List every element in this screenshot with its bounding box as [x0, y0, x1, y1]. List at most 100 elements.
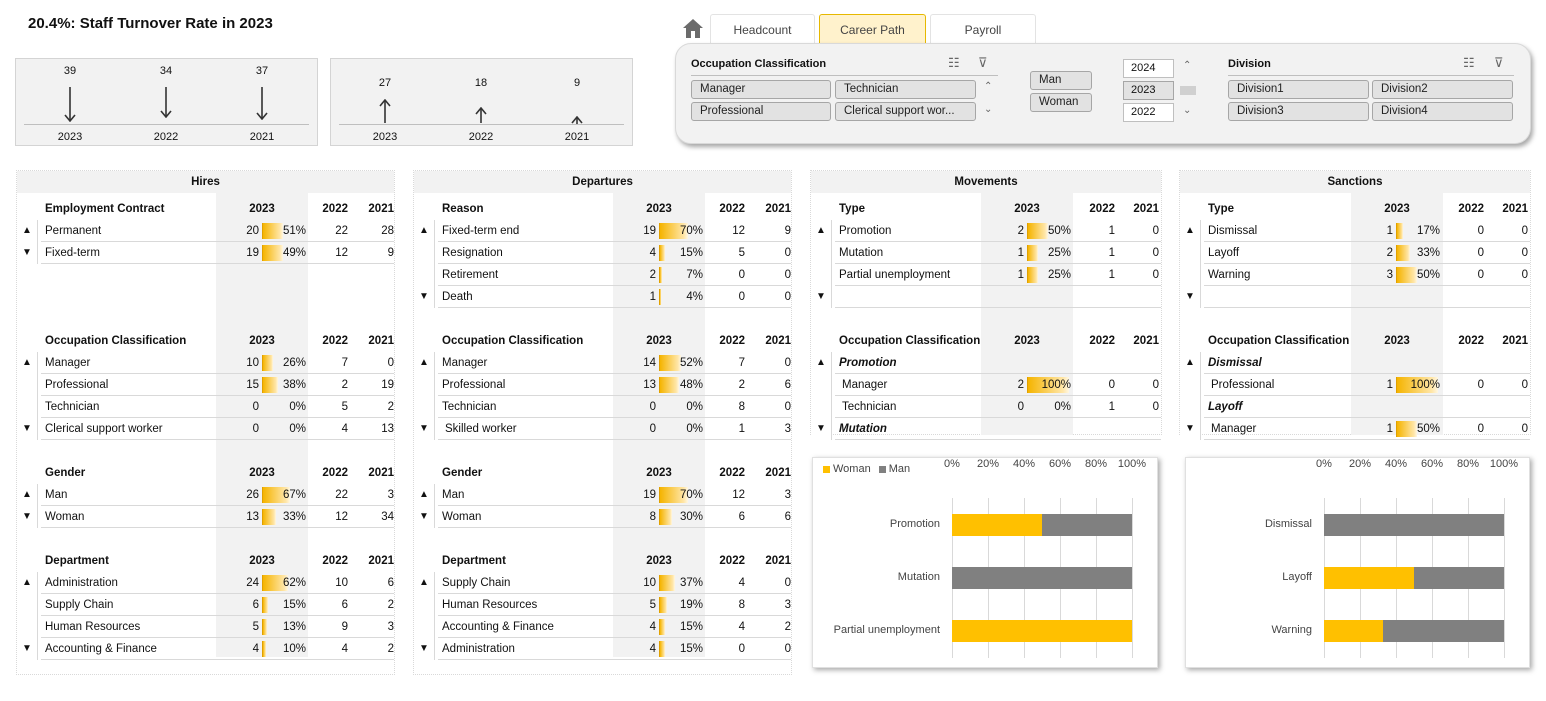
section-scroller[interactable]: ▲ ▼: [17, 572, 38, 660]
value-2021: 0: [784, 291, 791, 303]
card-departures: Departures Reason 2023 2022 2021 ▲ ▼ Fixed-term…: [413, 170, 792, 675]
scroll-up-button[interactable]: ▲: [816, 357, 826, 368]
value-2023: 4: [649, 643, 656, 655]
section-scroller[interactable]: ▲ ▼: [17, 220, 38, 264]
scroll-up-button[interactable]: ▲: [22, 577, 32, 588]
legend-label: Woman: [833, 463, 871, 475]
value-2022: 9: [341, 621, 348, 633]
slicer-division-2[interactable]: Division2: [1372, 80, 1513, 99]
value-2022: 1: [1108, 247, 1115, 259]
slicer-year-2024[interactable]: 2024: [1123, 59, 1174, 78]
section-title: Occupation Classification: [1208, 335, 1350, 347]
section-scroller[interactable]: ▲ ▼: [414, 484, 435, 528]
slicer-division-1[interactable]: Division1: [1228, 80, 1369, 99]
percent-2023: 25%: [1047, 269, 1071, 281]
scroll-down-button[interactable]: ▼: [816, 291, 826, 302]
data-bar: [659, 487, 688, 503]
category-label: Mutation: [897, 571, 940, 583]
slicer-occ-manager[interactable]: Manager: [691, 80, 831, 99]
clear-filter-icon[interactable]: ⊽: [1494, 55, 1504, 70]
home-icon[interactable]: [681, 16, 705, 40]
multi-select-icon[interactable]: ☷: [1463, 55, 1475, 70]
scroll-up-button[interactable]: ▲: [22, 489, 32, 500]
scroll-down-button[interactable]: ▼: [419, 643, 429, 654]
scrollbar-thumb[interactable]: [1180, 86, 1196, 95]
row-label: Woman: [45, 511, 85, 523]
slicer-year-2023[interactable]: 2023: [1123, 81, 1174, 100]
scroll-down-button[interactable]: ▼: [22, 247, 32, 258]
scroll-up-button[interactable]: ▲: [1185, 357, 1195, 368]
slicer-gender-woman[interactable]: Woman: [1030, 93, 1092, 112]
scroll-up-button[interactable]: ▲: [419, 357, 429, 368]
scroll-down-icon[interactable]: ⌄: [1183, 105, 1192, 116]
scroll-up-button[interactable]: ▲: [419, 225, 429, 236]
scroll-down-button[interactable]: ▼: [22, 511, 32, 522]
table-row: Technician 0 0% 5 2: [41, 396, 394, 418]
scroll-down-button[interactable]: ▼: [419, 291, 429, 302]
category-label: Warning: [1271, 624, 1312, 637]
kpi-value: 9: [573, 77, 581, 89]
section-title: Occupation Classification: [45, 335, 187, 347]
scroll-up-button[interactable]: ▲: [419, 489, 429, 500]
slicer-occ-clerical[interactable]: Clerical support wor...: [835, 102, 976, 121]
scroll-up-button[interactable]: ▲: [816, 225, 826, 236]
scroll-up-button[interactable]: ▲: [419, 577, 429, 588]
section-scroller[interactable]: ▲ ▼: [414, 220, 435, 308]
value-2021: 0: [784, 247, 791, 259]
section-scroller[interactable]: ▲ ▼: [17, 352, 38, 440]
scroll-down-button[interactable]: ▼: [1185, 291, 1195, 302]
scroll-down-button[interactable]: ▼: [816, 423, 826, 434]
percent-2023: 15%: [679, 643, 703, 655]
section-scroller[interactable]: ▲ ▼: [1180, 352, 1201, 440]
row-label: Supply Chain: [45, 599, 114, 611]
section-scroller[interactable]: ▲ ▼: [811, 220, 832, 308]
kpi-value: 18: [474, 77, 488, 89]
slicer-occ-technician[interactable]: Technician: [835, 80, 976, 99]
table-row: Dismissal 1 17% 0 0: [1204, 220, 1530, 242]
card-hires: Hires Employment Contract 2023 2022 2021 ▲ ▼ Pe…: [16, 170, 395, 675]
slicer-occ-professional[interactable]: Professional: [691, 102, 831, 121]
value-2023: 5: [649, 599, 656, 611]
scroll-up-button[interactable]: ▲: [22, 357, 32, 368]
scroll-up-icon[interactable]: ⌃: [984, 81, 993, 92]
year-header: 2021: [765, 467, 791, 479]
section-header: Gender 2023 2022 2021: [17, 462, 394, 484]
slicer-division-4[interactable]: Division4: [1372, 102, 1513, 121]
slicer-year-2022[interactable]: 2022: [1123, 103, 1174, 122]
value-2023: 19: [643, 489, 656, 501]
data-bar: [262, 509, 276, 525]
section-scroller[interactable]: ▲ ▼: [17, 484, 38, 528]
multi-select-icon[interactable]: ☷: [948, 55, 960, 70]
scroll-down-button[interactable]: ▼: [1185, 423, 1195, 434]
scroll-up-button[interactable]: ▲: [22, 225, 32, 236]
table-row: Partial unemployment 1 25% 1 0: [835, 264, 1161, 286]
scroll-up-icon[interactable]: ⌃: [1183, 60, 1192, 71]
clear-filter-icon[interactable]: ⊽: [978, 55, 988, 70]
scroll-down-icon[interactable]: ⌄: [984, 104, 993, 115]
x-tick-label: 0%: [1316, 458, 1332, 470]
slicer-gender-man[interactable]: Man: [1030, 71, 1092, 90]
value-2023: 5: [252, 621, 259, 633]
tab-career-path[interactable]: Career Path: [819, 14, 926, 44]
scroll-down-button[interactable]: ▼: [419, 423, 429, 434]
value-2022: 7: [738, 357, 745, 369]
row-label: Administration: [442, 643, 515, 655]
tab-payroll[interactable]: Payroll: [930, 14, 1036, 44]
value-2022: 4: [738, 577, 745, 589]
kpi-year: 2022: [153, 131, 179, 143]
scroll-down-button[interactable]: ▼: [22, 643, 32, 654]
section-scroller[interactable]: ▲ ▼: [811, 352, 832, 440]
tab-headcount[interactable]: Headcount: [710, 14, 815, 44]
section-scroller[interactable]: ▲ ▼: [1180, 220, 1201, 308]
section-scroller[interactable]: ▲ ▼: [414, 572, 435, 660]
scroll-down-button[interactable]: ▼: [22, 423, 32, 434]
value-2021: 3: [387, 489, 394, 501]
scroll-up-button[interactable]: ▲: [1185, 225, 1195, 236]
kpi-year: 2021: [564, 131, 590, 143]
section-scroller[interactable]: ▲ ▼: [414, 352, 435, 440]
category-label: Promotion: [889, 517, 940, 530]
scroll-down-button[interactable]: ▼: [419, 511, 429, 522]
kpi-year: 2023: [372, 131, 398, 143]
slicer-division-3[interactable]: Division3: [1228, 102, 1369, 121]
card-title: Sanctions: [1180, 171, 1530, 193]
